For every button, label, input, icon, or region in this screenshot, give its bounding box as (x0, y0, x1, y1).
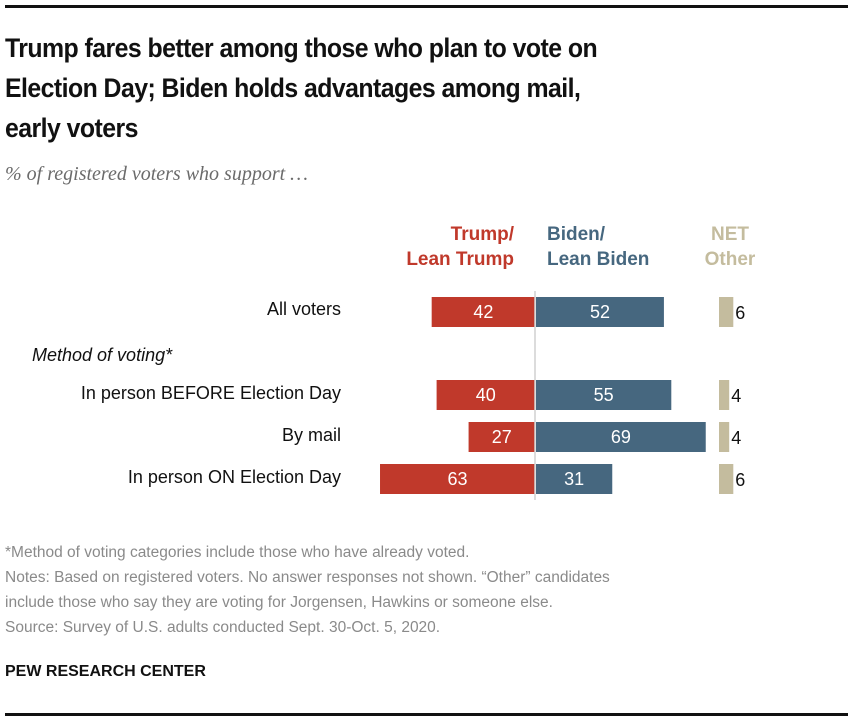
other-bar (719, 422, 730, 452)
biden-value-label: 52 (590, 302, 610, 322)
other-value-label: 4 (731, 386, 741, 406)
pew-research-center-logo: PEW RESEARCH CENTER (5, 663, 206, 680)
row-label-before-election-day: In person BEFORE Election Day (80, 383, 341, 403)
trump-value-label: 42 (473, 302, 493, 322)
biden-bar (536, 297, 664, 327)
legend-biden-line2: Lean Biden (547, 249, 650, 270)
title-line: Trump fares better among those who plan … (5, 33, 598, 63)
trump-value-label: 40 (476, 385, 496, 405)
group-label-method-of-voting: Method of voting* (32, 345, 173, 365)
trump-value-label: 63 (447, 469, 467, 489)
row-label-on-election-day: In person ON Election Day (127, 467, 341, 487)
chart-title: Trump fares better among those who plan … (5, 28, 833, 148)
biden-value-label: 31 (564, 469, 584, 489)
other-value-label: 6 (735, 303, 745, 323)
other-bar (719, 297, 734, 327)
trump-value-label: 27 (492, 427, 512, 447)
trump-bar (431, 297, 535, 327)
other-bar (719, 464, 734, 494)
legend-trump: Trump/ Lean Trump (406, 222, 514, 272)
note-line-2: include those who say they are voting fo… (5, 594, 553, 611)
note-line-1: Notes: Based on registered voters. No an… (5, 569, 610, 586)
trump-bar (380, 464, 535, 494)
legend-other-line1: NET (711, 224, 749, 245)
source-line: Source: Survey of U.S. adults conducted … (5, 619, 441, 636)
legend-biden: Biden/ Lean Biden (547, 222, 649, 272)
footnote-method: *Method of voting categories include tho… (5, 544, 470, 561)
row-label-by-mail: By mail (281, 425, 341, 445)
biden-bar (536, 464, 613, 494)
trump-bar (436, 380, 535, 410)
title-line: Election Day; Biden holds advantages amo… (5, 73, 581, 103)
legend-biden-line1: Biden/ (547, 224, 606, 245)
title-line: early voters (5, 113, 138, 143)
trump-bar (468, 422, 535, 452)
legend-trump-line2: Lean Trump (406, 249, 514, 270)
biden-value-label: 55 (594, 385, 614, 405)
biden-bar (536, 422, 706, 452)
other-bar (719, 380, 730, 410)
biden-bar (536, 380, 672, 410)
notes: *Method of voting categories include tho… (5, 540, 845, 640)
legend-trump-line1: Trump/ (450, 224, 514, 245)
other-value-label: 4 (731, 428, 741, 448)
top-rule (5, 5, 848, 8)
row-label-all-voters: All voters (266, 299, 341, 319)
legend-other: NET Other (698, 222, 762, 272)
bottom-rule (5, 713, 848, 716)
legend-other-line2: Other (704, 249, 756, 270)
biden-value-label: 69 (611, 427, 631, 447)
other-value-label: 6 (735, 470, 745, 490)
chart-subtitle: % of registered voters who support … (5, 163, 308, 185)
